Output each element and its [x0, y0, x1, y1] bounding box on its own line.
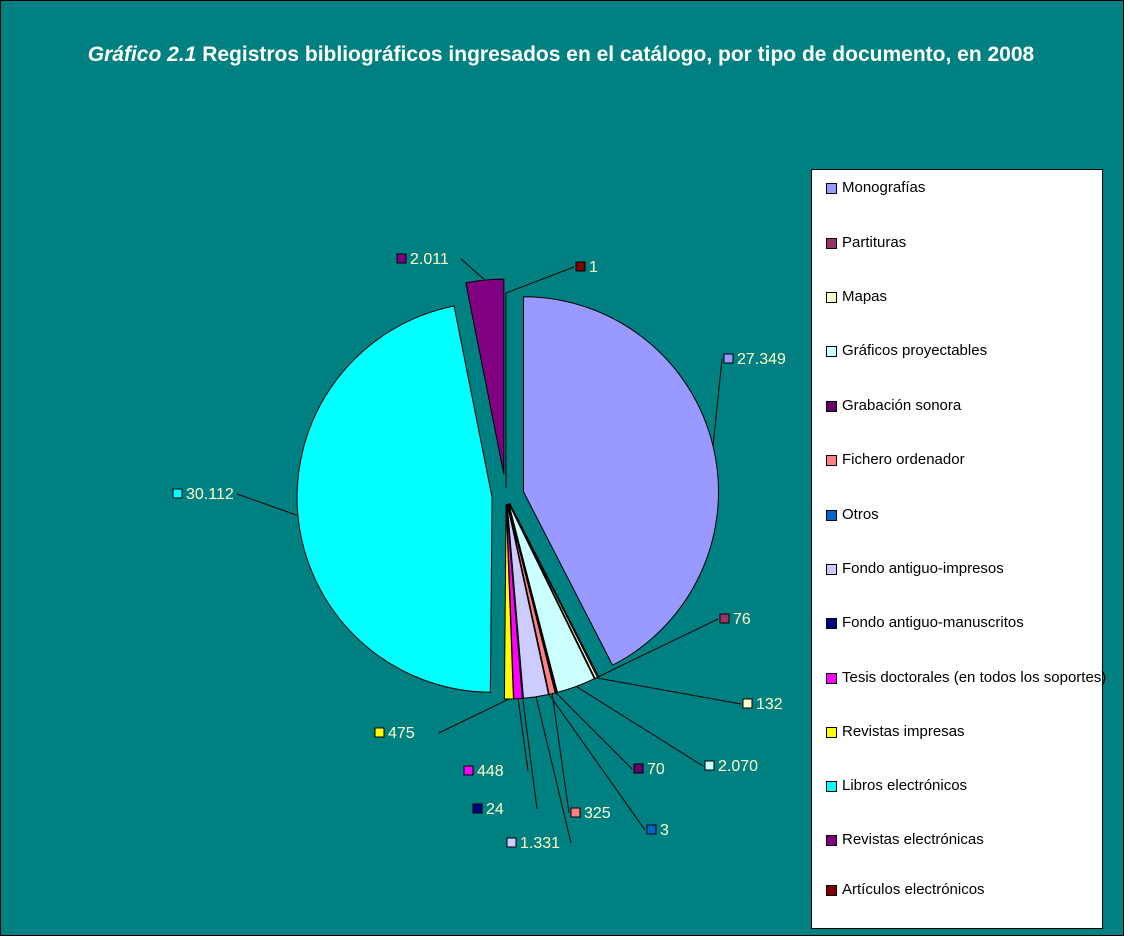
- pie-slice: [296, 305, 493, 693]
- data-label: 30.112: [186, 486, 234, 503]
- leader-line: [522, 698, 538, 810]
- legend-item: Monografías: [826, 178, 1114, 198]
- label-swatch: [633, 763, 644, 774]
- legend-item: Artículos electrónicos: [826, 880, 1114, 900]
- data-label: 448: [477, 763, 504, 780]
- label-swatch: [172, 488, 183, 499]
- legend-item: Fichero ordenador: [826, 450, 1114, 470]
- data-label: 325: [584, 805, 611, 822]
- leader-line: [575, 686, 704, 767]
- legend-item: Mapas: [826, 287, 1114, 307]
- leader-line: [712, 358, 723, 446]
- leader-line: [236, 493, 299, 517]
- label-swatch: [463, 765, 474, 776]
- leader-line: [548, 694, 646, 831]
- legend-label: Otros: [842, 506, 879, 523]
- leader-line: [597, 618, 719, 678]
- data-label: 132: [756, 696, 783, 713]
- legend-item: Tesis doctorales (en todos los soportes): [826, 668, 1114, 688]
- leader-line: [438, 698, 510, 734]
- legend-item: Revistas impresas: [826, 722, 1114, 742]
- label-swatch: [374, 727, 385, 738]
- legend-swatch: [826, 673, 837, 684]
- legend-label: Revistas electrónicas: [842, 831, 984, 848]
- label-swatch: [506, 837, 517, 848]
- legend-item: Fondo antiguo-impresos: [826, 559, 1114, 579]
- data-label: 3: [660, 822, 669, 839]
- pie-slice: [508, 503, 595, 693]
- data-label: 1.331: [520, 835, 560, 852]
- legend-swatch: [826, 835, 837, 846]
- data-label: 2.011: [410, 251, 449, 268]
- data-label: 76: [733, 611, 751, 628]
- leader-line: [517, 698, 529, 772]
- data-label: 1: [589, 259, 598, 276]
- legend-label: Fichero ordenador: [842, 451, 965, 468]
- legend-swatch: [826, 510, 837, 521]
- legend-label: Partituras: [842, 234, 907, 251]
- legend-label: Revistas impresas: [842, 723, 965, 740]
- legend-swatch: [826, 564, 837, 575]
- pie-slice: [522, 296, 719, 666]
- chart-title: Gráfico 2.1 Registros bibliográficos ing…: [61, 39, 1061, 70]
- data-label: 24: [486, 801, 504, 818]
- legend-item: Libros electrónicos: [826, 776, 1114, 796]
- legend-swatch: [826, 346, 837, 357]
- pie-slice: [509, 502, 599, 680]
- leader-line: [535, 696, 572, 844]
- legend-label: Grabación sonora: [842, 397, 962, 414]
- leader-line: [551, 693, 570, 814]
- legend-swatch: [826, 183, 837, 194]
- legend: Monografías Partituras Mapas Gráficos proye…: [811, 169, 1106, 929]
- legend-label: Tesis doctorales (en todos los soportes): [842, 669, 1107, 686]
- legend-swatch: [826, 455, 837, 466]
- legend-label: Artículos electrónicos: [842, 881, 985, 898]
- leader-line: [460, 258, 486, 281]
- title-text: Registros bibliográficos ingresados en e…: [202, 43, 1035, 66]
- label-swatch: [396, 253, 407, 264]
- legend-label: Fondo antiguo-impresos: [842, 560, 1004, 577]
- leader-line: [555, 692, 633, 770]
- data-label: 70: [647, 761, 665, 778]
- label-swatch: [704, 760, 715, 771]
- legend-swatch: [826, 885, 837, 896]
- legend-item: Otros: [826, 505, 1114, 525]
- title-number: Gráfico 2.1: [87, 43, 197, 66]
- legend-label: Mapas: [842, 288, 888, 305]
- data-label: 2.070: [718, 758, 758, 775]
- legend-label: Monografías: [842, 179, 926, 196]
- legend-swatch: [826, 292, 837, 303]
- label-swatch: [742, 698, 753, 709]
- legend-swatch: [826, 727, 837, 738]
- data-label: 27.349: [737, 351, 786, 368]
- legend-label: Libros electrónicos: [842, 777, 968, 794]
- label-swatch: [570, 807, 581, 818]
- label-swatch: [646, 824, 657, 835]
- legend-item: Fondo antiguo-manuscritos: [826, 613, 1114, 633]
- legend-label: Gráficos proyectables: [842, 342, 988, 359]
- label-swatch: [472, 803, 483, 814]
- data-label: 475: [388, 725, 415, 742]
- legend-label: Fondo antiguo-manuscritos: [842, 614, 1024, 631]
- legend-swatch: [826, 618, 837, 629]
- legend-swatch: [826, 238, 837, 249]
- label-swatch: [575, 261, 586, 272]
- legend-item: Grabación sonora: [826, 396, 1114, 416]
- legend-swatch: [826, 401, 837, 412]
- legend-item: Revistas electrónicas: [826, 830, 1114, 850]
- leader-line: [596, 677, 742, 705]
- label-swatch: [719, 613, 730, 624]
- pie-slice: [506, 503, 550, 699]
- legend-swatch: [826, 781, 837, 792]
- legend-item: Partituras: [826, 233, 1114, 253]
- leader-line: [505, 266, 575, 294]
- label-swatch: [723, 353, 734, 364]
- legend-item: Gráficos proyectables: [826, 341, 1114, 361]
